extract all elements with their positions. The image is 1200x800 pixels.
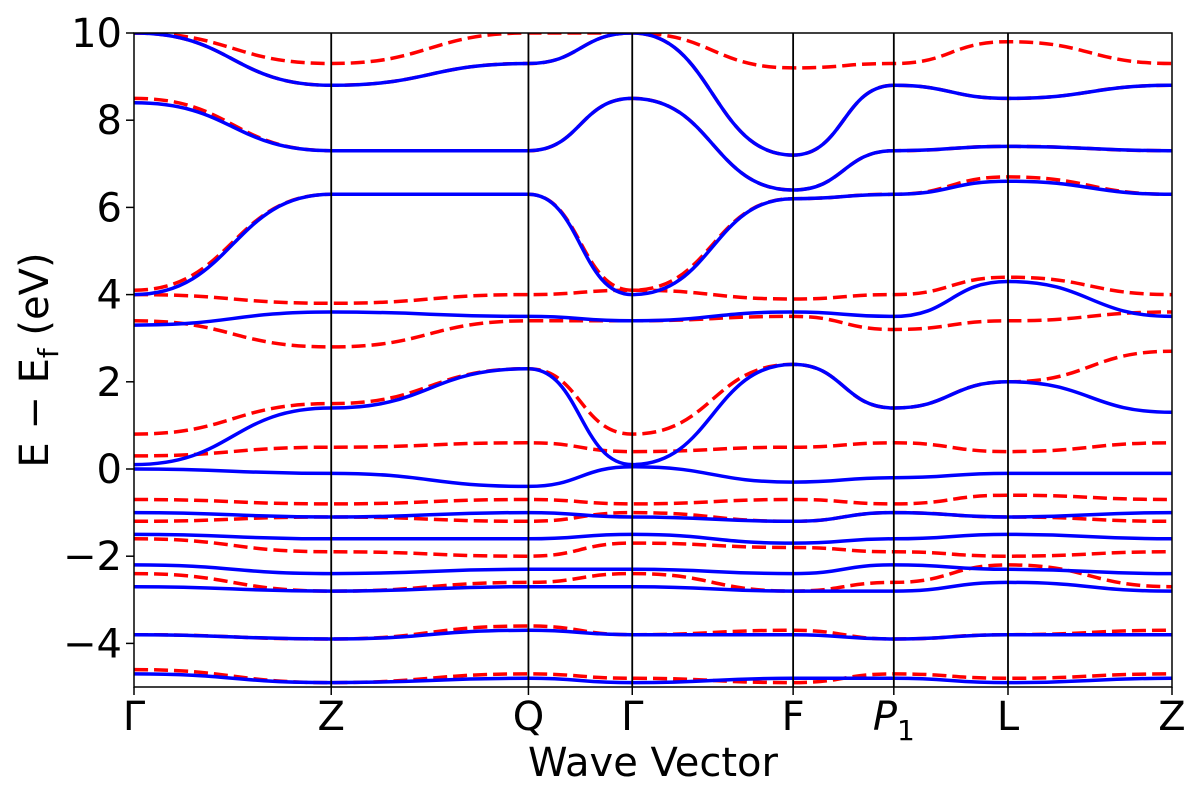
dashed-band-line — [134, 537, 1172, 558]
dashed-band-line — [134, 349, 1172, 436]
y-tick-label: 4 — [97, 273, 122, 319]
y-tick-label: −4 — [63, 621, 122, 667]
dashed-band-line — [134, 493, 1172, 506]
y-tick-label: 6 — [97, 185, 122, 231]
y-axis-title-unit: (eV) — [12, 252, 58, 348]
x-tick-label: Z — [318, 694, 345, 740]
y-tick-label: 0 — [97, 447, 122, 493]
dashed-band-line — [134, 441, 1172, 458]
dashed-band-line — [134, 310, 1172, 349]
y-axis-ticks: −4 −2 0 2 4 6 8 10 — [63, 11, 134, 667]
solid-band-line — [134, 33, 1172, 157]
x-tick-label: Q — [513, 694, 544, 740]
x-tick-label: Γ — [123, 694, 146, 740]
x-tick-label: Γ — [621, 694, 644, 740]
y-axis-title-subscript: f — [32, 347, 65, 358]
dashed-band-line — [134, 33, 1172, 70]
y-tick-label: 10 — [71, 11, 122, 57]
y-tick-label: 2 — [97, 360, 122, 406]
kpoint-lines — [330, 33, 1009, 687]
solid-band-line — [134, 580, 1172, 593]
y-axis-title: E − Ef (eV) — [12, 252, 65, 467]
y-tick-label: −2 — [63, 534, 122, 580]
y-tick-label: 8 — [97, 98, 122, 144]
dashed-band-line — [134, 563, 1172, 593]
x-axis-ticks: Γ Z Q Γ F P1 L Z — [123, 687, 1186, 747]
solid-band-line — [134, 510, 1172, 524]
x-tick-label: P1 — [873, 694, 915, 747]
solid-band-line — [134, 628, 1172, 641]
x-tick-label: L — [997, 694, 1020, 740]
dashed-band-line — [134, 510, 1172, 524]
dashed-band-line — [134, 667, 1172, 685]
solid-band-line — [134, 362, 1172, 467]
bands-layer — [134, 33, 1172, 685]
plot-frame — [133, 32, 1173, 688]
x-axis-title: Wave Vector — [528, 740, 779, 786]
dashed-band-line — [134, 175, 1172, 292]
x-tick-label: F — [782, 694, 805, 740]
x-tick-label: Z — [1158, 694, 1185, 740]
dashed-band-line — [134, 33, 1172, 157]
dashed-band-line — [134, 275, 1172, 306]
y-axis-title-main: E − E — [12, 358, 58, 468]
solid-band-line — [134, 465, 1172, 489]
